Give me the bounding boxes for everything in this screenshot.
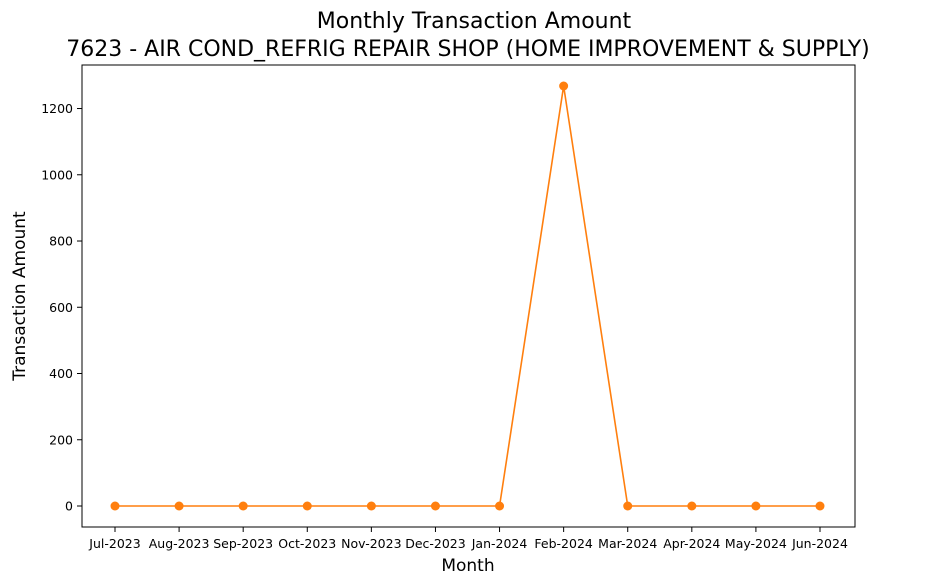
y-tick-label: 0 [65,499,73,514]
y-tick-label: 400 [49,366,73,381]
x-tick-label: Jul-2023 [88,536,140,551]
x-tick-label: Jan-2024 [471,536,528,551]
data-point [238,501,248,511]
data-point [430,501,440,511]
x-tick-label: Feb-2024 [534,536,593,551]
y-axis-label: Transaction Amount [10,211,30,382]
chart-title: Monthly Transaction Amount [317,9,632,34]
data-point [623,501,633,511]
data-point [495,501,505,511]
data-point [110,501,120,511]
data-point [815,501,825,511]
plot-area [81,64,856,528]
series-layer [110,81,825,511]
x-tick-label: Dec-2023 [405,536,466,551]
x-tick-label: Apr-2024 [663,536,720,551]
x-tick-label: Oct-2023 [278,536,336,551]
y-tick-label: 200 [49,432,73,447]
x-axis-label: Month [441,556,494,576]
x-tick-label: Nov-2023 [341,536,401,551]
x-tick-label: Sep-2023 [213,536,273,551]
x-axis: Jul-2023 Aug-2023 Sep-2023 Oct-2023 Nov-2023… [88,527,848,551]
data-point [174,501,184,511]
y-tick-label: 1000 [41,167,73,182]
data-point [302,501,312,511]
y-tick-label: 1200 [41,101,73,116]
x-tick-label: May-2024 [725,536,787,551]
y-tick-label: 600 [49,300,73,315]
series-line [115,85,820,507]
x-tick-label: Aug-2023 [149,536,210,551]
x-tick-label: Jun-2024 [791,536,848,551]
data-point [687,501,697,511]
y-axis: 0 200 400 600 800 1000 1200 [41,101,82,514]
x-tick-label: Mar-2024 [598,536,657,551]
y-tick-label: 800 [49,234,73,249]
data-point [751,501,761,511]
data-point [559,81,569,91]
data-point [366,501,376,511]
chart-subtitle: 7623 - AIR COND_REFRIG REPAIR SHOP (HOME… [66,37,870,62]
